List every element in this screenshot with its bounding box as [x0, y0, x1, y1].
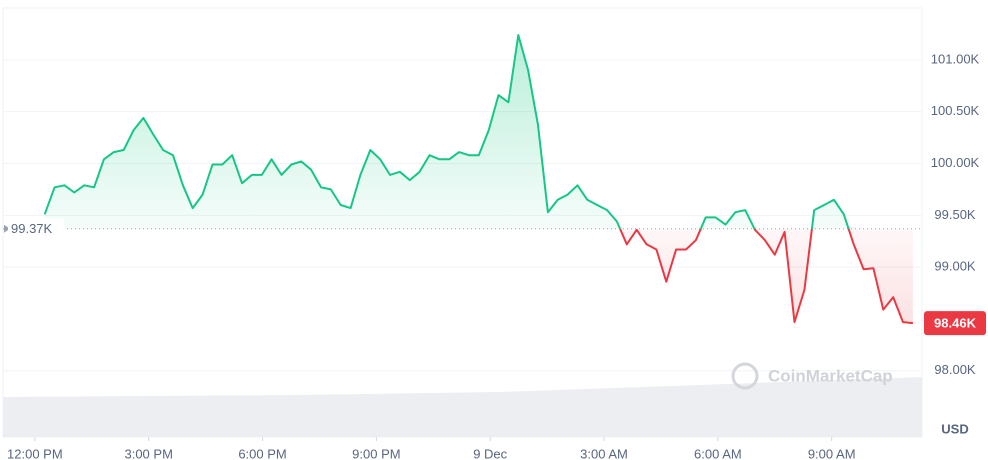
y-tick-label: 98.00K [934, 362, 976, 377]
current-price-bg [924, 311, 986, 336]
baseline-label: 99.37K [11, 221, 53, 236]
area [44, 35, 913, 324]
y-tick-label: 100.50K [931, 103, 980, 118]
x-tick-label: 12:00 PM [7, 446, 63, 460]
watermark-text: CoinMarketCap [768, 366, 893, 385]
x-tick-label: 6:00 AM [694, 446, 742, 460]
baseline-label-bg [8, 218, 64, 239]
price-line [43, 34, 914, 325]
current-price-label: 98.46K [934, 316, 977, 331]
y-tick-label: 100.00K [931, 155, 980, 170]
x-tick-label: 9:00 AM [808, 446, 856, 460]
y-tick-label: 99.50K [934, 207, 976, 222]
x-tick-label: 6:00 PM [238, 446, 286, 460]
currency-label: USD [941, 421, 968, 436]
y-tick-label: 101.00K [931, 51, 980, 66]
x-tick-label: 9:00 PM [352, 446, 400, 460]
x-tick-label: 3:00 PM [124, 446, 172, 460]
volume-area [3, 377, 922, 437]
watermark: CoinMarketCap [731, 362, 893, 390]
watermark-logo [731, 362, 759, 390]
x-tick-label: 3:00 AM [580, 446, 628, 460]
baseline-marker [4, 224, 10, 233]
y-tick-label: 99.00K [934, 259, 976, 274]
x-tick-label: 9 Dec [473, 446, 507, 460]
